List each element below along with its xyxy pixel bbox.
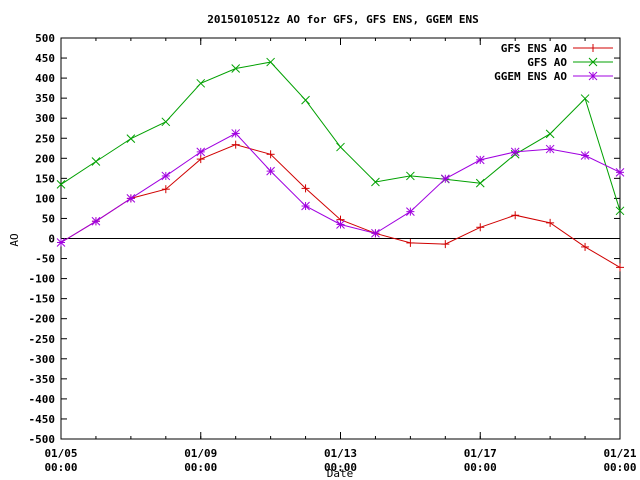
y-tick-label: 350 (35, 92, 55, 105)
y-tick-label: -50 (35, 253, 55, 266)
x-tick-label: 00:00 (184, 461, 217, 474)
x-tick-label: 01/17 (464, 447, 497, 460)
data-point-gfs-ao (91, 157, 101, 166)
data-point-gfs-ao (580, 94, 590, 103)
data-point-gfs-ao (406, 171, 415, 181)
x-tick-label: 01/09 (184, 447, 217, 460)
data-point-ggem-ens-ao (56, 238, 66, 247)
y-tick-label: 200 (35, 152, 55, 165)
legend-marker-gfs-ao (588, 57, 598, 67)
data-point-gfs-ao (161, 117, 171, 127)
y-tick-label: 100 (35, 192, 55, 205)
data-point-gfs-ao (475, 178, 485, 188)
y-tick-label: 0 (48, 233, 55, 246)
y-tick-label: 400 (35, 72, 55, 85)
data-point-gfs-ao (371, 177, 380, 187)
data-point-gfs-ens-ao (476, 223, 485, 232)
y-tick-label: -200 (29, 313, 56, 326)
legend-label-ggem-ens-ao: GGEM ENS AO (494, 70, 567, 83)
data-point-gfs-ao (231, 64, 241, 73)
data-point-gfs-ens-ao (616, 263, 624, 272)
data-point-ggem-ens-ao (301, 201, 310, 211)
data-point-ggem-ens-ao (231, 129, 241, 138)
y-tick-label: -150 (29, 293, 56, 306)
data-point-ggem-ens-ao (615, 167, 625, 177)
data-point-ggem-ens-ao (161, 171, 171, 181)
legend-marker-ggem-ens-ao (588, 71, 598, 81)
x-tick-label: 00:00 (464, 461, 497, 474)
data-point-gfs-ao (56, 180, 66, 189)
legend-marker-gfs-ens-ao (589, 44, 597, 52)
x-tick-label: 00:00 (44, 461, 77, 474)
data-point-ggem-ens-ao (126, 194, 136, 203)
data-point-ggem-ens-ao (371, 228, 380, 238)
series-line-gfs-ens-ao (60, 144, 621, 268)
data-point-gfs-ens-ao (161, 185, 170, 194)
chart-title: 2015010512z AO for GFS, GFS ENS, GGEM EN… (207, 13, 479, 26)
y-tick-label: 150 (35, 172, 55, 185)
series-line-gfs-ao (60, 61, 621, 211)
x-tick-label: 00:00 (324, 461, 357, 474)
data-point-gfs-ens-ao (511, 211, 520, 220)
x-axis-label: Date (327, 467, 354, 480)
data-point-gfs-ens-ao (266, 150, 275, 159)
data-point-gfs-ens-ao (546, 218, 555, 227)
data-point-gfs-ens-ao (196, 155, 205, 164)
y-tick-label: 450 (35, 52, 55, 65)
y-tick-label: -350 (29, 373, 56, 386)
y-tick-label: -400 (29, 393, 56, 406)
data-point-gfs-ens-ao (406, 238, 415, 247)
data-point-gfs-ao (266, 57, 275, 67)
data-point-ggem-ens-ao (580, 151, 590, 160)
data-point-ggem-ens-ao (406, 207, 415, 216)
y-tick-label: 500 (35, 32, 55, 45)
data-point-gfs-ao (301, 95, 310, 105)
y-tick-label: 300 (35, 112, 55, 125)
data-point-gfs-ens-ao (581, 242, 590, 251)
data-point-ggem-ens-ao (510, 147, 520, 157)
data-point-ggem-ens-ao (545, 144, 555, 154)
data-point-ggem-ens-ao (91, 216, 101, 226)
data-point-ggem-ens-ao (440, 174, 450, 184)
data-point-gfs-ens-ao (301, 184, 310, 193)
legend-label-gfs-ao: GFS AO (527, 56, 567, 69)
x-tick-label: 01/21 (603, 447, 636, 460)
y-tick-label: -450 (29, 413, 56, 426)
y-tick-label: -100 (29, 273, 56, 286)
y-tick-label: -500 (29, 433, 56, 446)
data-point-gfs-ao (336, 142, 345, 152)
y-axis-label: AO (8, 233, 21, 246)
data-point-gfs-ens-ao (441, 240, 450, 249)
x-tick-label: 01/13 (324, 447, 357, 460)
y-tick-label: 50 (42, 212, 55, 225)
data-point-gfs-ao (126, 134, 136, 144)
y-tick-label: -300 (29, 353, 56, 366)
data-point-gfs-ao (615, 206, 625, 216)
data-point-ggem-ens-ao (336, 220, 345, 229)
data-point-ggem-ens-ao (266, 166, 275, 176)
x-tick-label: 00:00 (603, 461, 636, 474)
legend-label-gfs-ens-ao: GFS ENS AO (501, 42, 568, 55)
data-point-ggem-ens-ao (196, 147, 206, 157)
data-point-gfs-ao (545, 129, 555, 139)
y-tick-label: 250 (35, 132, 55, 145)
x-tick-label: 01/05 (44, 447, 77, 460)
data-point-ggem-ens-ao (475, 155, 485, 165)
data-point-gfs-ao (196, 78, 206, 88)
y-tick-label: -250 (29, 333, 56, 346)
data-point-gfs-ens-ao (231, 140, 240, 149)
